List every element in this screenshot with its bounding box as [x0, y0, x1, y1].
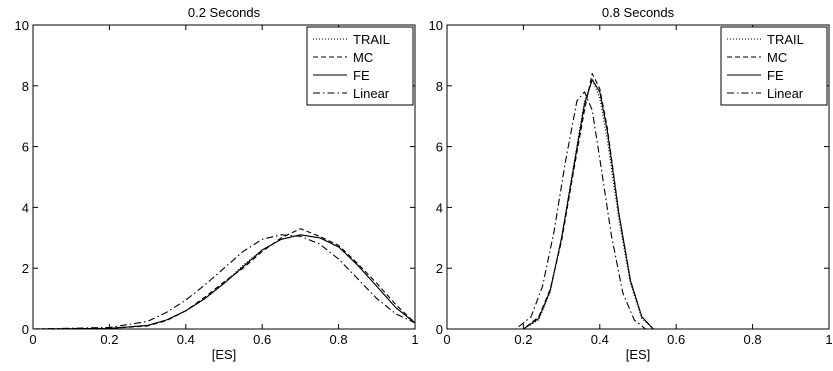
y-tick-label: 10	[429, 18, 443, 33]
x-tick-label: 0.6	[253, 332, 271, 347]
legend-label-mc: MC	[767, 50, 787, 65]
y-tick-label: 2	[22, 261, 29, 276]
legend-box	[306, 26, 414, 106]
series-line-linear	[33, 234, 415, 329]
legend-label-linear: Linear	[353, 86, 390, 101]
y-tick-label: 4	[22, 200, 29, 215]
x-tick-label: 0.4	[591, 332, 609, 347]
y-tick-label: 4	[436, 200, 443, 215]
y-tick-label: 10	[15, 18, 29, 33]
y-tick-label: 0	[22, 322, 29, 337]
legend-label-linear: Linear	[767, 86, 804, 101]
x-tick-label: 1	[411, 332, 418, 347]
legend: TRAIL MC FE Linear	[306, 26, 414, 106]
legend-label-fe: FE	[767, 68, 784, 83]
legend: TRAIL MC FE Linear	[720, 26, 828, 106]
x-tick-label: 0.2	[514, 332, 532, 347]
series-line-fe	[33, 234, 415, 329]
series-group	[447, 73, 829, 329]
legend-box	[720, 26, 828, 106]
x-tick-label: 0.8	[744, 332, 762, 347]
series-group	[33, 228, 415, 329]
plot-frame	[446, 24, 830, 330]
x-tick-label: 0.4	[177, 332, 195, 347]
x-tick-label: 0.2	[100, 332, 118, 347]
series-line-trail	[447, 79, 829, 329]
series-line-fe	[447, 79, 829, 329]
legend-label-fe: FE	[353, 68, 370, 83]
x-tick-label: 0.8	[330, 332, 348, 347]
y-tick-label: 8	[436, 79, 443, 94]
x-tick-label: 0.6	[667, 332, 685, 347]
y-tick-label: 6	[436, 140, 443, 155]
y-tick-label: 8	[22, 79, 29, 94]
y-tick-label: 2	[436, 261, 443, 276]
x-tick-label: 1	[825, 332, 832, 347]
x-tick-label: 0	[29, 332, 36, 347]
y-tick-label: 6	[22, 140, 29, 155]
x-tick-label: 0	[443, 332, 450, 347]
legend-label-trail: TRAIL	[353, 32, 390, 47]
series-line-linear	[447, 91, 829, 329]
series-line-mc	[33, 228, 415, 329]
x-axis-label: [ES]	[626, 347, 651, 362]
y-tick-label: 0	[436, 322, 443, 337]
x-axis-label: [ES]	[212, 347, 237, 362]
chart-title: 0.8 Seconds	[602, 5, 675, 20]
series-line-mc	[447, 73, 829, 329]
legend-label-trail: TRAIL	[767, 32, 804, 47]
chart-title: 0.2 Seconds	[188, 5, 261, 20]
legend-label-mc: MC	[353, 50, 373, 65]
plot-frame	[32, 24, 416, 330]
